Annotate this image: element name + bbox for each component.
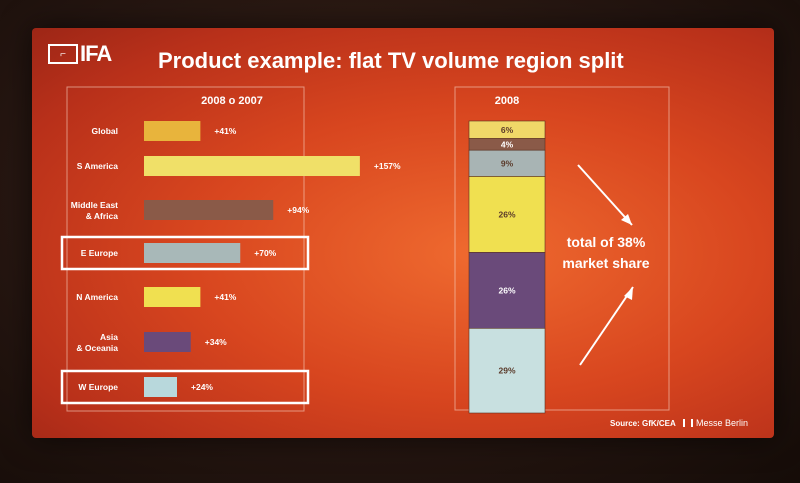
category-label-middle-east-africa: Middle East — [71, 200, 118, 210]
category-label-e-europe: E Europe — [81, 248, 119, 258]
stack-label-4: 26% — [498, 209, 515, 219]
arrow-down-icon — [577, 164, 633, 226]
category-label-asia-oceania: & Oceania — [76, 343, 118, 353]
stack-segment-5 — [468, 252, 546, 329]
messe-berlin-icon — [683, 419, 693, 427]
logo-text: IFA — [80, 41, 112, 66]
right-chart-frame — [454, 86, 670, 411]
annotation: total of 38% market share — [562, 164, 650, 366]
arrow-down-head-icon — [621, 214, 632, 225]
bar-global — [144, 121, 201, 141]
category-label-n-america: N America — [76, 292, 118, 302]
annotation-line2: market share — [562, 255, 649, 271]
source-note: Source: GfK/CEA — [610, 419, 676, 428]
ifa-logo-icon: ⌐ — [48, 44, 78, 64]
stack-label-3: 9% — [501, 158, 514, 168]
growth-bar-chart: 2008 o 2007 Global +41% S America +157% Midd… — [60, 86, 401, 412]
stack-segment-6 — [468, 328, 546, 414]
category-label-asia-oceania: Asia — [100, 332, 118, 342]
ifa-logo: ⌐ IFA — [48, 41, 130, 67]
bar-s-america — [144, 156, 360, 176]
highlight-box-w-europe — [60, 369, 310, 405]
bar-e-europe — [144, 243, 241, 263]
stack-label-5: 26% — [498, 285, 515, 295]
left-chart-frame — [66, 86, 305, 412]
category-label-s-america: S America — [77, 161, 119, 171]
category-label-w-europe: W Europe — [78, 382, 118, 392]
stack-segment-3 — [468, 149, 546, 177]
right-chart-title: 2008 — [495, 95, 519, 107]
left-chart-title: 2008 o 2007 — [201, 95, 263, 107]
stack-segment-4 — [468, 176, 546, 253]
value-label-global: +41% — [214, 126, 236, 136]
bar-w-europe — [144, 377, 177, 397]
brand-text: Messe Berlin — [696, 418, 749, 428]
category-label-global: Global — [92, 126, 118, 136]
messe-berlin-brand: Messe Berlin — [683, 418, 748, 428]
stack-label-2: 4% — [501, 139, 514, 149]
category-label-middle-east-africa: & Africa — [86, 211, 119, 221]
bar-asia-oceania — [144, 332, 191, 352]
arrow-up-head-icon — [624, 287, 633, 300]
share-stacked-chart: 2008 6% 4% 9% 26% 26% 29% — [454, 86, 670, 414]
bar-middle-east-africa — [144, 200, 274, 220]
slide-title: Product example: flat TV volume region s… — [158, 48, 624, 73]
stack-label-1: 6% — [501, 125, 514, 135]
arrow-up-icon — [579, 286, 634, 366]
value-label-asia-oceania: +34% — [205, 337, 227, 347]
value-label-s-america: +157% — [374, 161, 401, 171]
annotation-line1: total of 38% — [567, 234, 646, 250]
highlight-box-e-europe — [60, 235, 310, 271]
value-label-e-europe: +70% — [254, 248, 276, 258]
slide — [32, 28, 774, 438]
bar-n-america — [144, 287, 201, 307]
value-label-w-europe: +24% — [191, 382, 213, 392]
value-label-n-america: +41% — [214, 292, 236, 302]
stack-label-6: 29% — [498, 366, 515, 376]
value-label-middle-east-africa: +94% — [287, 205, 309, 215]
